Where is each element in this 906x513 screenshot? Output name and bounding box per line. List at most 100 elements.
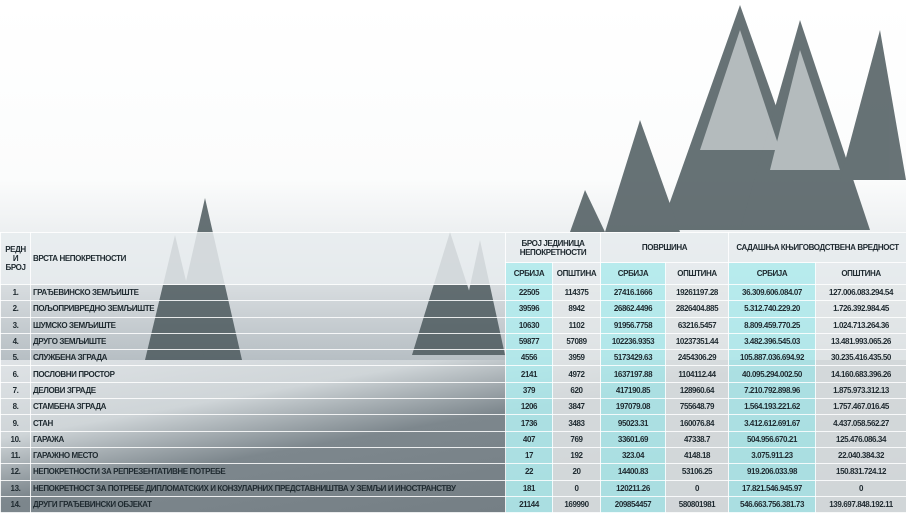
cell-units-serbia: 2141 xyxy=(505,365,553,383)
cell-value-serbia: 919.206.033.98 xyxy=(728,463,817,481)
cell-type: ДРУГО ЗЕМЉИШТЕ xyxy=(30,332,506,351)
cell-area-serbia: 323.04 xyxy=(600,446,666,465)
cell-type: ДРУГИ ГРАЂЕВИНСКИ ОБЈЕКАТ xyxy=(30,495,506,513)
cell-value-mun: 1.757.467.016.45 xyxy=(815,398,906,416)
cell-value-serbia: 36.309.606.084.07 xyxy=(728,283,817,302)
cell-value-mun: 150.831.724.12 xyxy=(815,463,906,481)
cell-units-serbia: 22505 xyxy=(505,283,553,302)
table-row: 14. ДРУГИ ГРАЂЕВИНСКИ ОБЈЕКАТ 21144 169990 2… xyxy=(0,495,906,513)
cell-value-mun: 1.875.973.312.13 xyxy=(815,381,906,400)
subheader-units-serbia: СРБИЈА xyxy=(505,262,553,285)
cell-area-serbia: 120211.26 xyxy=(600,479,666,497)
cell-units-serbia: 17 xyxy=(505,446,553,465)
table-row: 2. ПОЉОПРИВРЕДНО ЗЕМЉИШТЕ 39596 8942 26862.4… xyxy=(0,300,906,318)
cell-area-serbia: 14400.83 xyxy=(600,463,666,481)
cell-rank: 3. xyxy=(0,316,31,334)
cell-area-mun: 128960.64 xyxy=(664,381,730,400)
cell-units-mun: 3959 xyxy=(552,349,601,367)
cell-units-serbia: 407 xyxy=(505,430,553,448)
cell-rank: 6. xyxy=(0,365,31,383)
cell-type: СЛУЖБЕНА ЗГРАДА xyxy=(30,349,506,367)
cell-type: ГАРАЖНО МЕСТО xyxy=(30,446,506,465)
cell-value-mun: 30.235.416.435.50 xyxy=(815,349,906,367)
cell-area-mun: 47338.7 xyxy=(664,430,730,448)
cell-rank: 10. xyxy=(0,430,31,448)
cell-area-serbia: 33601.69 xyxy=(600,430,666,448)
cell-area-serbia: 102236.9353 xyxy=(600,332,666,351)
cell-value-mun: 22.040.384.32 xyxy=(815,446,906,465)
table-row: 10. ГАРАЖА 407 769 33601.69 47338.7 504.956.67… xyxy=(0,430,906,448)
cell-area-serbia: 27416.1666 xyxy=(600,283,666,302)
cell-rank: 14. xyxy=(0,495,31,513)
table-row: 7. ДЕЛОВИ ЗГРАДЕ 379 620 417190.85 128960.64 7… xyxy=(0,381,906,400)
cell-area-serbia: 26862.4496 xyxy=(600,300,666,318)
cell-units-mun: 192 xyxy=(552,446,601,465)
header-units: БРОЈ ЈЕДИНИЦА НЕПОКРЕТНОСТИ xyxy=(505,232,601,263)
header-rank: РЕДНИ БРОЈ xyxy=(0,232,31,285)
cell-rank: 12. xyxy=(0,463,31,481)
cell-type: НЕПОКРЕТНОСТИ ЗА РЕПРЕЗЕНТАТИВНЕ ПОТРЕБЕ xyxy=(30,463,506,481)
cell-units-mun: 0 xyxy=(552,479,601,497)
cell-area-mun: 2454306.29 xyxy=(664,349,730,367)
cell-units-mun: 3483 xyxy=(552,414,601,432)
cell-value-mun: 1.024.713.264.36 xyxy=(815,316,906,334)
cell-value-mun: 0 xyxy=(815,479,906,497)
subheader-value-municipality: ОПШТИНА xyxy=(815,262,906,285)
table-row: 4. ДРУГО ЗЕМЉИШТЕ 59877 57089 102236.9353 102… xyxy=(0,332,906,351)
cell-units-serbia: 10630 xyxy=(505,316,553,334)
cell-units-serbia: 181 xyxy=(505,479,553,497)
cell-value-serbia: 105.887.036.694.92 xyxy=(728,349,817,367)
cell-units-mun: 3847 xyxy=(552,398,601,416)
table-row: 1. ГРАЂЕВИНСКО ЗЕМЉИШТЕ 22505 114375 27416.1… xyxy=(0,283,906,302)
cell-area-mun: 160076.84 xyxy=(664,414,730,432)
cell-units-serbia: 59877 xyxy=(505,332,553,351)
cell-units-serbia: 1206 xyxy=(505,398,553,416)
table-row: 5. СЛУЖБЕНА ЗГРАДА 4556 3959 5173429.63 24543… xyxy=(0,349,906,367)
table-row: 8. СТАМБЕНА ЗГРАДА 1206 3847 197079.08 755648… xyxy=(0,398,906,416)
cell-value-serbia: 3.412.612.691.67 xyxy=(728,414,817,432)
cell-rank: 2. xyxy=(0,300,31,318)
cell-units-mun: 20 xyxy=(552,463,601,481)
cell-units-serbia: 39596 xyxy=(505,300,553,318)
cell-rank: 7. xyxy=(0,381,31,400)
subheader-units-municipality: ОПШТИНА xyxy=(552,262,601,285)
table-row: 13. НЕПОКРЕТНОСТ ЗА ПОТРЕБЕ ДИПЛОМАТСКИХ … xyxy=(0,479,906,497)
cell-area-mun: 580801981 xyxy=(664,495,730,513)
cell-rank: 11. xyxy=(0,446,31,465)
cell-units-mun: 620 xyxy=(552,381,601,400)
header-type: ВРСТА НЕПОКРЕТНОСТИ xyxy=(30,232,506,285)
cell-area-mun: 10237351.44 xyxy=(664,332,730,351)
cell-type: ГРАЂЕВИНСКО ЗЕМЉИШТЕ xyxy=(30,283,506,302)
cell-value-serbia: 546.663.756.381.73 xyxy=(728,495,817,513)
cell-type: ШУМСКО ЗЕМЉИШТЕ xyxy=(30,316,506,334)
cell-rank: 4. xyxy=(0,332,31,351)
table-row: 11. ГАРАЖНО МЕСТО 17 192 323.04 4148.18 3.075.… xyxy=(0,446,906,465)
cell-area-mun: 0 xyxy=(664,479,730,497)
cell-area-serbia: 5173429.63 xyxy=(600,349,666,367)
cell-value-serbia: 3.075.911.23 xyxy=(728,446,817,465)
cell-area-mun: 53106.25 xyxy=(664,463,730,481)
cell-value-mun: 1.726.392.984.45 xyxy=(815,300,906,318)
cell-area-serbia: 209854457 xyxy=(600,495,666,513)
cell-value-mun: 125.476.086.34 xyxy=(815,430,906,448)
cell-type: СТАН xyxy=(30,414,506,432)
table-row: 12. НЕПОКРЕТНОСТИ ЗА РЕПРЕЗЕНТАТИВНЕ ПОТР… xyxy=(0,463,906,481)
cell-units-mun: 1102 xyxy=(552,316,601,334)
cell-area-serbia: 1637197.88 xyxy=(600,365,666,383)
cell-units-serbia: 22 xyxy=(505,463,553,481)
cell-units-serbia: 4556 xyxy=(505,349,553,367)
cell-type: ДЕЛОВИ ЗГРАДЕ xyxy=(30,381,506,400)
cell-type: СТАМБЕНА ЗГРАДА xyxy=(30,398,506,416)
cell-units-mun: 769 xyxy=(552,430,601,448)
cell-value-mun: 127.006.083.294.54 xyxy=(815,283,906,302)
cell-value-serbia: 17.821.546.945.97 xyxy=(728,479,817,497)
cell-units-serbia: 1736 xyxy=(505,414,553,432)
cell-value-mun: 13.481.993.065.26 xyxy=(815,332,906,351)
real-estate-table: РЕДНИ БРОЈ ВРСТА НЕПОКРЕТНОСТИ БРОЈ ЈЕДИ… xyxy=(0,232,906,513)
cell-type: ПОСЛОВНИ ПРОСТОР xyxy=(30,365,506,383)
cell-units-mun: 169990 xyxy=(552,495,601,513)
cell-area-serbia: 95023.31 xyxy=(600,414,666,432)
cell-units-mun: 114375 xyxy=(552,283,601,302)
cell-type: НЕПОКРЕТНОСТ ЗА ПОТРЕБЕ ДИПЛОМАТСКИХ И К… xyxy=(30,479,506,497)
cell-value-serbia: 7.210.792.898.96 xyxy=(728,381,817,400)
